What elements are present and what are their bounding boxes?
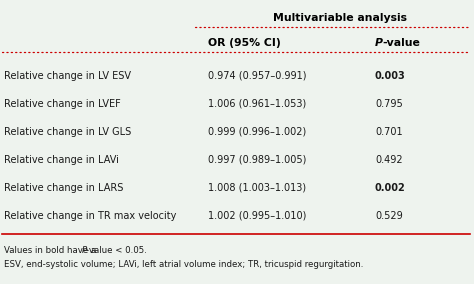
Text: Relative change in TR max velocity: Relative change in TR max velocity	[4, 211, 176, 221]
Text: 0.701: 0.701	[375, 127, 402, 137]
Text: ESV, end-systolic volume; LAVi, left atrial volume index; TR, tricuspid regurgit: ESV, end-systolic volume; LAVi, left atr…	[4, 260, 364, 269]
Text: Relative change in LARS: Relative change in LARS	[4, 183, 123, 193]
Text: 0.999 (0.996–1.002): 0.999 (0.996–1.002)	[208, 127, 306, 137]
Text: Relative change in LV GLS: Relative change in LV GLS	[4, 127, 131, 137]
Text: OR (95% CI): OR (95% CI)	[208, 38, 281, 48]
Text: Values in bold have a: Values in bold have a	[4, 246, 99, 255]
Text: Multivariable analysis: Multivariable analysis	[273, 13, 407, 23]
Text: Relative change in LAVi: Relative change in LAVi	[4, 155, 119, 165]
Text: 0.002: 0.002	[375, 183, 406, 193]
Text: P: P	[375, 38, 383, 48]
Text: 0.974 (0.957–0.991): 0.974 (0.957–0.991)	[208, 71, 307, 81]
Text: 0.997 (0.989–1.005): 0.997 (0.989–1.005)	[208, 155, 306, 165]
Text: 0.003: 0.003	[375, 71, 406, 81]
Text: -value < 0.05.: -value < 0.05.	[86, 246, 147, 255]
Text: -value: -value	[382, 38, 420, 48]
Text: Relative change in LVEF: Relative change in LVEF	[4, 99, 121, 109]
Text: 1.008 (1.003–1.013): 1.008 (1.003–1.013)	[208, 183, 306, 193]
Text: 0.492: 0.492	[375, 155, 402, 165]
Text: 1.002 (0.995–1.010): 1.002 (0.995–1.010)	[208, 211, 306, 221]
Text: 0.795: 0.795	[375, 99, 403, 109]
Text: 1.006 (0.961–1.053): 1.006 (0.961–1.053)	[208, 99, 306, 109]
Text: 0.529: 0.529	[375, 211, 403, 221]
Text: Relative change in LV ESV: Relative change in LV ESV	[4, 71, 131, 81]
Text: P: P	[82, 246, 87, 255]
